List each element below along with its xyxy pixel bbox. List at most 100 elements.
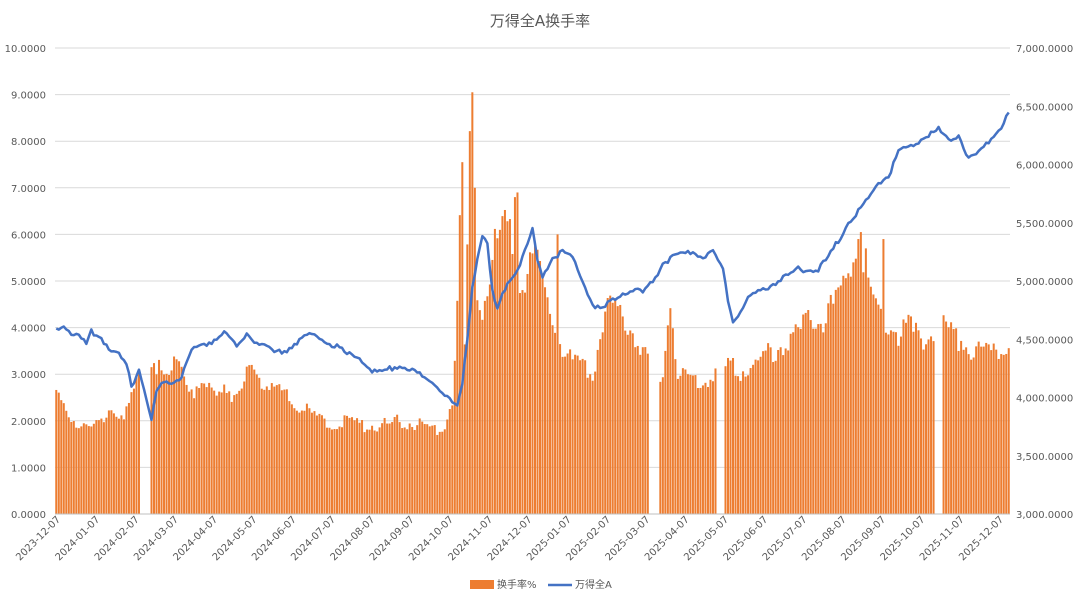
- turnover-bar: [283, 389, 286, 514]
- turnover-bar: [421, 421, 424, 514]
- turnover-bar: [528, 252, 531, 514]
- turnover-bar: [185, 384, 188, 514]
- turnover-bar: [744, 376, 747, 514]
- turnover-bar: [451, 405, 454, 514]
- turnover-bar: [198, 387, 201, 514]
- legend: 换手率% 万得全A: [470, 578, 612, 591]
- turnover-bar: [749, 368, 752, 514]
- turnover-bar: [844, 278, 847, 514]
- turnover-bar: [899, 336, 902, 514]
- turnover-bar: [661, 377, 664, 514]
- turnover-bar: [200, 383, 203, 514]
- turnover-bar: [476, 300, 479, 514]
- turnover-bar: [904, 322, 907, 514]
- turnover-bar: [82, 423, 85, 514]
- turnover-bar: [709, 379, 712, 514]
- turnover-bar: [428, 426, 431, 514]
- turnover-bar: [827, 303, 830, 514]
- turnover-bar: [65, 410, 68, 514]
- turnover-bar: [195, 386, 198, 514]
- turnover-bar: [606, 298, 609, 514]
- turnover-bar: [100, 418, 103, 514]
- left-tick-label: 5.0000: [11, 277, 46, 288]
- turnover-bar: [892, 331, 895, 514]
- turnover-bar: [503, 209, 506, 515]
- turnover-bar: [371, 425, 374, 514]
- turnover-bar: [839, 285, 842, 514]
- turnover-bars: [55, 92, 1010, 515]
- turnover-bar: [178, 361, 181, 514]
- turnover-bar: [982, 346, 985, 514]
- turnover-bar: [915, 322, 918, 514]
- turnover-bar: [443, 429, 446, 514]
- turnover-bar: [463, 344, 466, 514]
- turnover-bar: [1007, 348, 1010, 514]
- turnover-bar: [541, 273, 544, 514]
- turnover-bar: [446, 419, 449, 514]
- turnover-bar: [233, 395, 236, 514]
- turnover-bar: [250, 364, 253, 514]
- turnover-bar: [814, 328, 817, 514]
- turnover-bar: [290, 404, 293, 514]
- turnover-bar: [160, 370, 163, 514]
- turnover-bar: [77, 428, 80, 514]
- turnover-bar: [188, 391, 191, 514]
- turnover-bar: [413, 429, 416, 514]
- turnover-bar: [112, 413, 115, 514]
- turnover-bar: [268, 389, 271, 514]
- turnover-bar: [584, 360, 587, 514]
- turnover-bar: [737, 376, 740, 514]
- turnover-bar: [403, 427, 406, 514]
- turnover-bar: [864, 248, 867, 514]
- turnover-bar: [691, 375, 694, 514]
- turnover-bar: [303, 410, 306, 514]
- turnover-bar: [531, 253, 534, 515]
- turnover-bar: [461, 162, 464, 515]
- turnover-bar: [641, 347, 644, 514]
- turnover-bar: [674, 359, 677, 514]
- turnover-bar: [972, 357, 975, 514]
- turnover-bar: [386, 423, 389, 514]
- turnover-bar: [418, 418, 421, 514]
- turnover-bar: [163, 374, 166, 514]
- turnover-bar: [679, 375, 682, 514]
- turnover-bar: [363, 432, 366, 514]
- turnover-bar: [992, 343, 995, 514]
- turnover-bar: [411, 427, 414, 514]
- turnover-bar: [67, 417, 70, 514]
- turnover-bar: [877, 304, 880, 514]
- turnover-bar: [366, 429, 369, 514]
- turnover-bar: [253, 369, 256, 514]
- turnover-bar: [496, 238, 499, 514]
- turnover-bar: [488, 284, 491, 514]
- turnover-bar: [599, 339, 602, 514]
- turnover-bar: [127, 402, 130, 514]
- turnover-bar: [97, 420, 100, 514]
- turnover-bar: [706, 386, 709, 514]
- left-tick-label: 4.0000: [11, 324, 46, 335]
- turnover-bar: [168, 375, 171, 514]
- turnover-bar: [787, 350, 790, 514]
- turnover-bar: [549, 313, 552, 514]
- turnover-bar: [757, 360, 760, 514]
- turnover-bar: [328, 427, 331, 514]
- turnover-bar: [970, 359, 973, 514]
- turnover-bar: [872, 294, 875, 514]
- turnover-bar: [812, 328, 815, 514]
- turnover-bar: [957, 350, 960, 514]
- turnover-bar: [333, 429, 336, 514]
- turnover-bar: [539, 260, 542, 514]
- turnover-bar: [854, 258, 857, 514]
- turnover-bar: [832, 303, 835, 514]
- turnover-bar: [373, 430, 376, 514]
- turnover-bar: [388, 423, 391, 514]
- turnover-bar: [320, 415, 323, 514]
- turnover-bar: [990, 350, 993, 514]
- turnover-bar: [263, 389, 266, 514]
- turnover-bar: [353, 420, 356, 514]
- turnover-bar: [526, 273, 529, 514]
- turnover-bar: [909, 316, 912, 514]
- turnover-bar: [318, 413, 321, 514]
- turnover-bar: [190, 389, 193, 514]
- turnover-bar: [701, 385, 704, 514]
